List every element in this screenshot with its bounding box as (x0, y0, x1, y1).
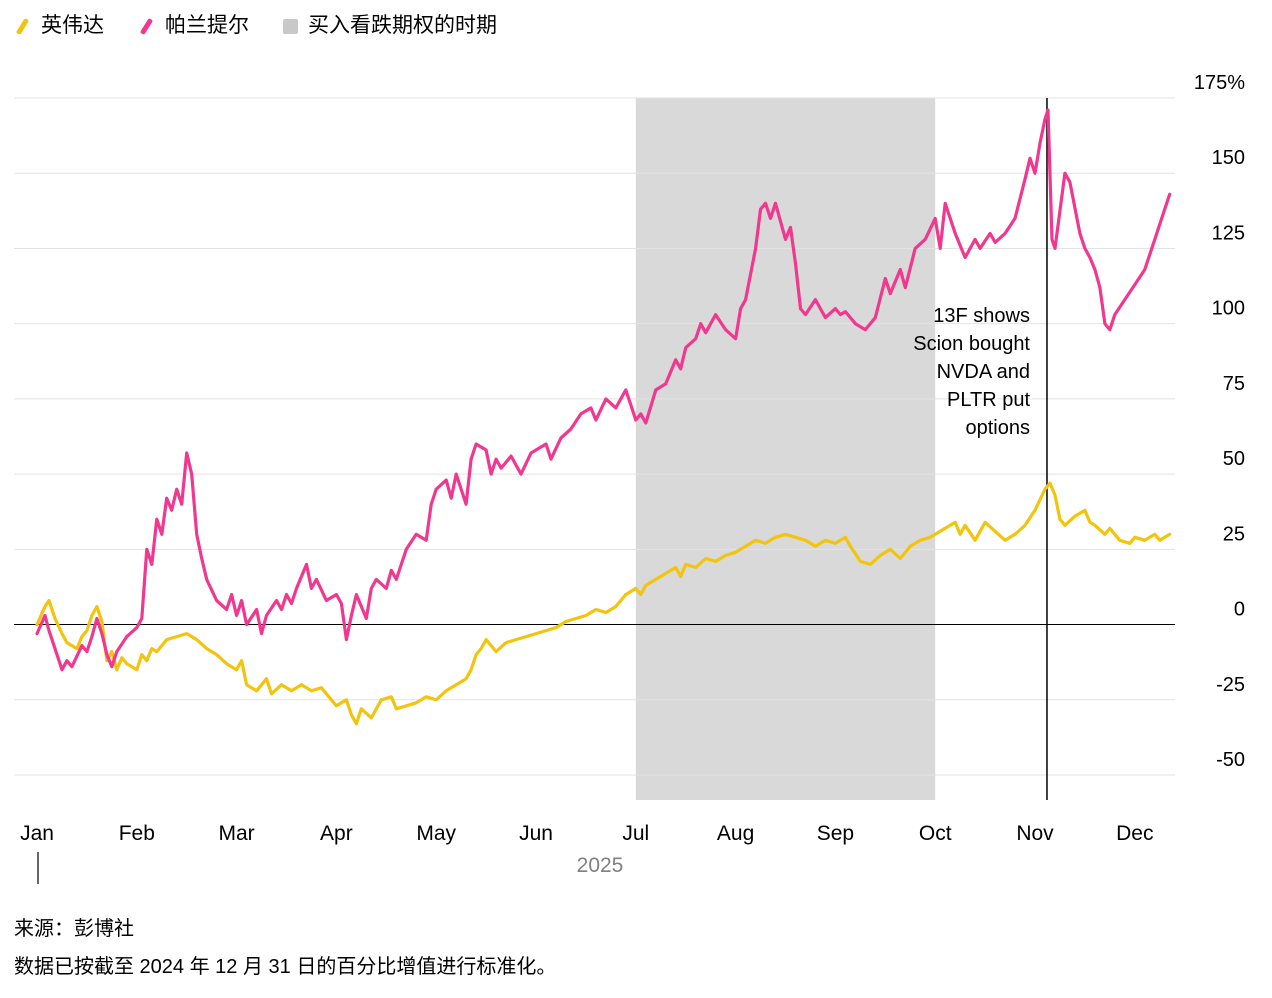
band-mark-icon (283, 18, 298, 34)
y-tick-label: 150 (1212, 147, 1245, 169)
x-tick-label: Jan (20, 822, 54, 845)
note-text: 数据已按截至 2024 年 12 月 31 日的百分比增值进行标准化。 (14, 956, 557, 978)
y-tick-label: 175% (1194, 72, 1245, 94)
legend: 英伟达 帕兰提尔 买入看跌期权的时期 (14, 14, 497, 38)
annotation-line: NVDA and (936, 361, 1030, 383)
x-tick-label: May (416, 822, 456, 845)
x-tick-label: Feb (119, 822, 155, 845)
y-tick-label: 25 (1223, 523, 1245, 545)
series-帕兰提尔 (35, 108, 1172, 672)
nvidia-line-mark-icon (15, 17, 30, 35)
legend-label-nvidia: 英伟达 (41, 14, 104, 37)
year-label: 2025 (577, 854, 624, 877)
legend-label-put-period: 买入看跌期权的时期 (308, 14, 497, 37)
palantir-line-mark-icon (139, 17, 154, 35)
source-text: 来源：彭博社 (14, 918, 134, 940)
legend-item-palantir: 帕兰提尔 (138, 14, 249, 38)
chart-footer: 来源：彭博社 数据已按截至 2024 年 12 月 31 日的百分比增值进行标准… (14, 916, 556, 980)
put-period-band (635, 98, 936, 800)
legend-item-nvidia: 英伟达 (14, 14, 104, 38)
annotation-line: Scion bought (913, 333, 1030, 355)
x-tick-label: Aug (717, 822, 754, 845)
y-tick-label: 0 (1234, 599, 1245, 621)
legend-label-palantir: 帕兰提尔 (165, 14, 249, 37)
x-tick-label: Nov (1016, 822, 1054, 845)
line-chart: 175% 150 125 100 75 50 25 0 -25 -50 Jan Feb Mar Apr Ma… (14, 72, 1245, 884)
x-tick-label: Dec (1116, 822, 1153, 845)
series-英伟达 (35, 481, 1172, 726)
x-tick-label: Sep (817, 822, 854, 845)
x-tick-label: Jun (519, 822, 553, 845)
x-tick-label: Oct (919, 822, 952, 845)
y-tick-label: 50 (1223, 448, 1245, 470)
x-tick-label: Apr (320, 822, 353, 845)
chart-annotation: 13F shows Scion bought NVDA and PLTR put… (913, 302, 1030, 442)
annotation-line: 13F shows (933, 305, 1030, 327)
y-tick-label: -25 (1216, 674, 1245, 696)
annotation-line: options (965, 417, 1031, 439)
y-tick-label: 75 (1223, 373, 1245, 395)
legend-item-put-period: 买入看跌期权的时期 (283, 14, 497, 38)
x-tick-label: Mar (219, 822, 255, 845)
y-tick-label: 125 (1212, 222, 1245, 244)
annotation-line: PLTR put (947, 389, 1030, 411)
y-tick-label: -50 (1216, 749, 1245, 771)
x-tick-label: Jul (622, 822, 649, 845)
y-tick-label: 100 (1212, 298, 1245, 320)
